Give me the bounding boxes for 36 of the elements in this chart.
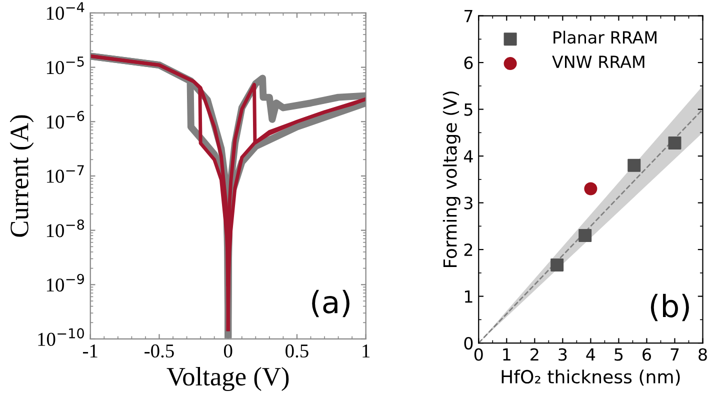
y-tick-label: 6: [464, 56, 473, 70]
legend-label: VNW RRAM: [552, 56, 644, 68]
x-tick-label: 5: [614, 348, 623, 361]
x-tick-label: 8: [698, 348, 707, 361]
x-tick-label: 4: [586, 348, 596, 361]
y-tick-label: 1: [464, 290, 472, 303]
annotation: (b): [650, 294, 689, 322]
y-tick-label: 5: [464, 103, 472, 116]
x-axis-title: Voltage (V): [166, 367, 289, 392]
y-tick-label: 4: [464, 150, 473, 162]
y-axis-title: Current (A): [10, 115, 34, 237]
x-tick-label: 0.5: [286, 344, 308, 358]
x-tick-label: -0.5: [144, 344, 174, 358]
annotation: (a): [312, 290, 350, 318]
x-tick-label: 2: [530, 348, 538, 361]
y-tick-label: 7: [464, 10, 472, 22]
x-tick-label: 0: [224, 344, 232, 358]
x-tick-label: 6: [642, 348, 651, 361]
x-tick-label: 1: [362, 344, 370, 358]
y-axis-title: Forming voltage (V): [442, 92, 460, 268]
legend-label: Planar RRAM: [554, 30, 656, 44]
x-tick-label: 0: [474, 348, 483, 361]
x-tick-label: -1: [83, 344, 98, 358]
x-tick-label: 3: [558, 348, 567, 361]
x-axis-title: HfO₂ thickness (nm): [502, 370, 680, 386]
x-tick-label: 7: [670, 348, 679, 361]
y-tick-label: 10$^{−4}$: [46, 2, 84, 20]
y-tick-label: 10$^{−5}$: [46, 56, 84, 74]
y-tick-label: 10$^{−9}$: [46, 274, 84, 292]
y-tick-label: 10$^{−10}$: [38, 328, 84, 346]
y-tick-label: 10$^{−7}$: [46, 165, 84, 183]
y-tick-label: 2: [464, 244, 472, 256]
y-tick-label: 10$^{−8}$: [46, 219, 84, 238]
y-tick-label: 3: [464, 196, 472, 210]
x-tick-label: 1: [503, 348, 510, 361]
y-tick-label: 10$^{−6}$: [46, 110, 84, 129]
